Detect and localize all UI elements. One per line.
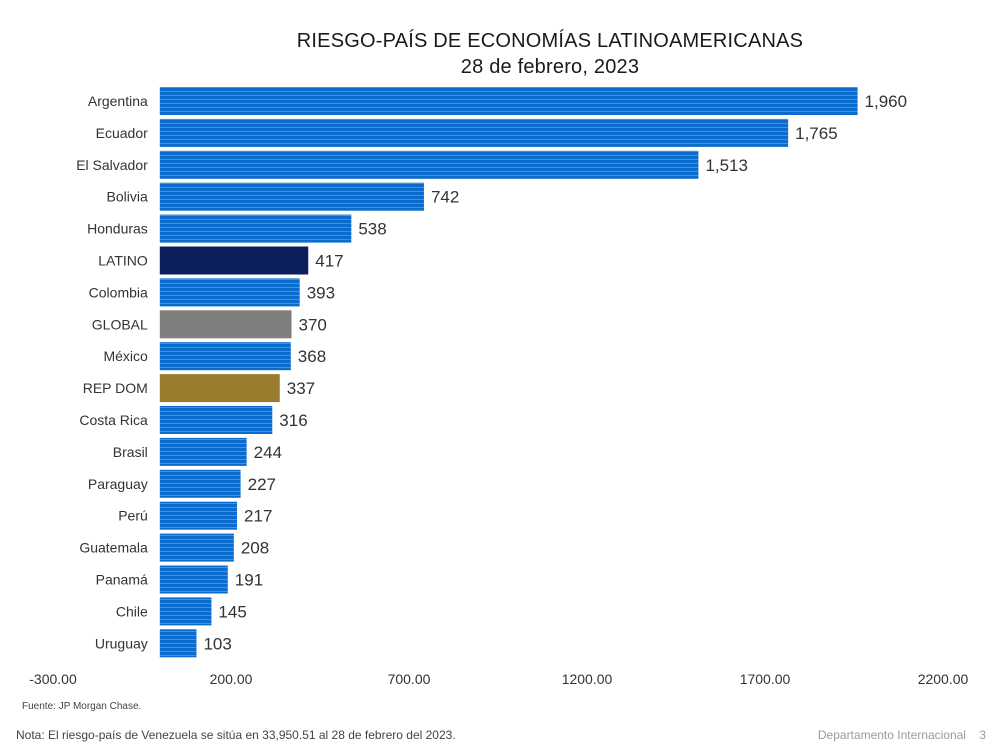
category-label-chile: Chile [116, 603, 148, 619]
bar-global [159, 310, 292, 339]
value-label-panama: 191 [235, 571, 263, 590]
value-label-uruguay: 103 [203, 634, 231, 653]
bar-paraguay [159, 469, 241, 498]
department-label: Departamento Internacional [817, 728, 966, 742]
bar-mexico [159, 342, 291, 371]
category-label-peru: Perú [118, 508, 148, 524]
value-label-latino: 417 [315, 252, 343, 271]
category-label-mexico: México [103, 348, 148, 364]
bar-panama [159, 565, 228, 594]
category-label-rep-dom: REP DOM [83, 380, 148, 396]
bar-el-salvador [159, 150, 699, 179]
value-label-el-salvador: 1,513 [705, 156, 748, 175]
bar-latino [159, 246, 309, 275]
bar-colombia [159, 278, 300, 307]
value-label-costa-rica: 316 [279, 411, 307, 430]
x-tick-label: 1200.00 [562, 671, 613, 687]
category-label-colombia: Colombia [89, 284, 148, 300]
x-tick-label: -300.00 [29, 671, 77, 687]
chart-title: RIESGO-PAÍS DE ECONOMÍAS LATINOAMERICANA… [296, 30, 804, 52]
bar-rep-dom [159, 374, 280, 403]
x-tick-label: 1700.00 [740, 671, 791, 687]
category-label-panama: Panamá [96, 572, 148, 588]
bar-brasil [159, 437, 247, 466]
category-label-ecuador: Ecuador [96, 125, 148, 141]
bar-bolivia [159, 182, 424, 211]
page-number: 3 [979, 728, 986, 742]
bar-costa-rica [159, 406, 273, 434]
bar-argentina [159, 87, 858, 115]
category-label-latino: LATINO [98, 253, 148, 269]
x-tick-label: 200.00 [210, 671, 253, 687]
category-label-el-salvador: El Salvador [76, 157, 148, 173]
x-tick-label: 2200.00 [918, 671, 969, 687]
chart-title-block: RIESGO-PAÍS DE ECONOMÍAS LATINOAMERICANA… [0, 28, 1000, 80]
value-label-argentina: 1,960 [865, 92, 908, 111]
value-label-rep-dom: 337 [287, 379, 315, 398]
value-label-ecuador: 1,765 [795, 124, 838, 143]
bar-honduras [159, 214, 352, 243]
x-tick-label: 700.00 [388, 671, 431, 687]
bar-peru [159, 501, 238, 530]
value-label-colombia: 393 [307, 283, 335, 302]
category-label-global: GLOBAL [92, 316, 148, 332]
bar-chile [159, 597, 212, 626]
value-label-brasil: 244 [254, 443, 282, 462]
category-label-uruguay: Uruguay [95, 635, 148, 651]
category-label-argentina: Argentina [88, 93, 148, 109]
value-label-guatemala: 208 [241, 539, 269, 558]
value-label-bolivia: 742 [431, 188, 459, 207]
category-label-bolivia: Bolivia [107, 189, 148, 205]
bar-chart: Argentina 1,960 Ecuador 1,765 El Salvador 1,5… [29, 87, 969, 687]
category-label-costa-rica: Costa Rica [79, 412, 148, 428]
value-label-chile: 145 [218, 602, 246, 621]
value-label-global: 370 [299, 315, 327, 334]
category-label-paraguay: Paraguay [88, 476, 148, 492]
source-note: Fuente: JP Morgan Chase. [22, 701, 142, 712]
bar-guatemala [159, 533, 234, 562]
bar-uruguay [159, 629, 197, 658]
bar-ecuador [159, 118, 789, 147]
value-label-mexico: 368 [298, 347, 326, 366]
value-label-paraguay: 227 [248, 475, 276, 494]
value-label-peru: 217 [244, 507, 272, 526]
category-label-guatemala: Guatemala [79, 540, 148, 556]
chart-subtitle: 28 de febrero, 2023 [460, 56, 640, 78]
category-label-honduras: Honduras [87, 221, 148, 237]
value-label-honduras: 538 [358, 220, 386, 239]
page-footer: Departamento Internacional 3 [818, 728, 986, 742]
category-label-brasil: Brasil [113, 444, 148, 460]
footnote: Nota: El riesgo-país de Venezuela se sit… [16, 728, 456, 742]
